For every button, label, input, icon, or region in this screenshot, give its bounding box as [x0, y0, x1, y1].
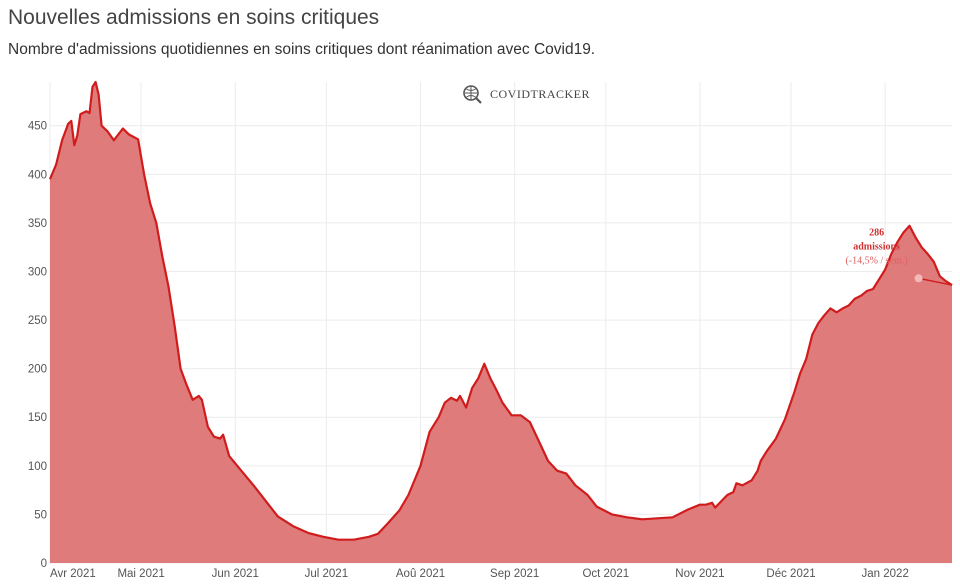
- y-tick-label: 300: [28, 266, 47, 278]
- x-tick-label: Oct 2021: [582, 568, 629, 580]
- y-tick-label: 400: [28, 169, 47, 181]
- covidtracker-logo-icon: [463, 85, 482, 104]
- annotation-marker: [914, 274, 923, 283]
- annotation: 286 admissions (-14,5% / sem.): [845, 227, 953, 286]
- annotation-arrow: [918, 277, 953, 286]
- x-axis-ticks: Avr 2021 Mai 2021 Jun 2021 Jul 2021 Aoû 2021…: [50, 568, 909, 580]
- x-tick-label: Jul 2021: [305, 568, 348, 580]
- x-tick-label: Mai 2021: [117, 568, 164, 580]
- admissions-area: [50, 82, 952, 563]
- x-tick-label: Sep 2021: [490, 568, 539, 580]
- chart-title: Nouvelles admissions en soins critiques: [8, 6, 380, 29]
- y-tick-label: 450: [28, 121, 47, 133]
- y-tick-label: 150: [28, 412, 47, 424]
- x-tick-label: Jun 2021: [212, 568, 259, 580]
- x-tick-label: Jan 2022: [862, 568, 909, 580]
- annotation-change: (-14,5% / sem.): [845, 255, 907, 266]
- y-tick-label: 350: [28, 218, 47, 230]
- x-tick-label: Avr 2021: [50, 568, 96, 580]
- annotation-unit: admissions: [853, 241, 900, 252]
- y-tick-label: 0: [41, 558, 47, 570]
- x-tick-label: Déc 2021: [766, 568, 815, 580]
- watermark-text: COVIDTRACKER: [490, 87, 590, 101]
- y-tick-label: 200: [28, 364, 47, 376]
- y-axis-ticks: 0 50 100 150 200 250 300 350 400 450: [28, 121, 47, 570]
- x-tick-label: Aoû 2021: [396, 568, 445, 580]
- chart-area: 0 50 100 150 200 250 300 350 400 450 Avr 2021 Mai …: [28, 80, 953, 580]
- watermark: COVIDTRACKER: [463, 85, 590, 104]
- x-tick-label: Nov 2021: [675, 568, 724, 580]
- chart-subtitle: Nombre d'admissions quotidiennes en soin…: [8, 41, 596, 58]
- y-tick-label: 50: [34, 509, 47, 521]
- annotation-value: 286: [869, 227, 884, 238]
- y-tick-label: 100: [28, 461, 47, 473]
- admissions-line: [48, 80, 953, 541]
- y-tick-label: 250: [28, 315, 47, 327]
